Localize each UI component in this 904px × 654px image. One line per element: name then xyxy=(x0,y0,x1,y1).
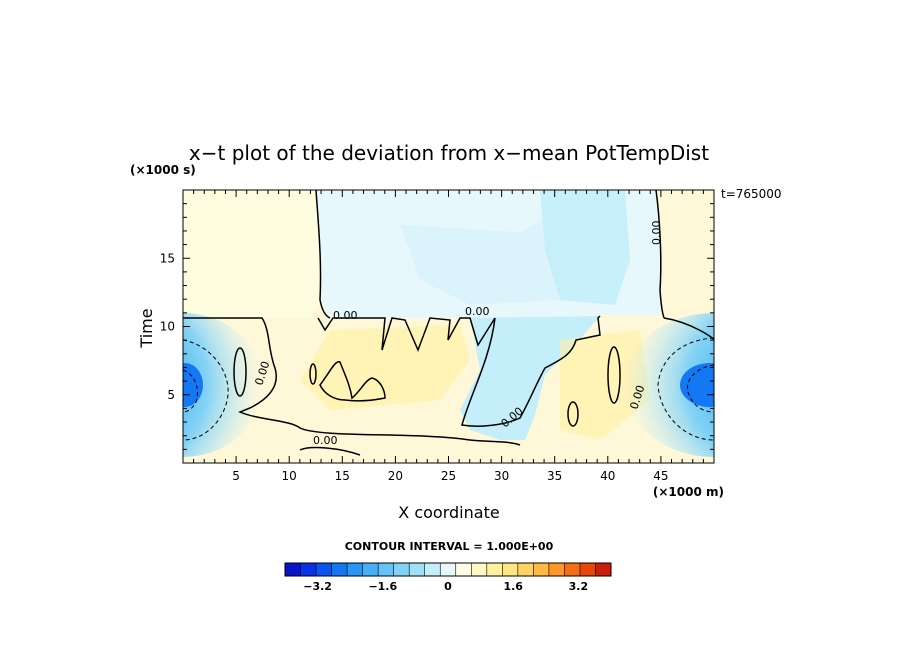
colorbar-frame xyxy=(284,562,612,577)
x-tick-label-30: 30 xyxy=(494,469,509,483)
colorbar-swatch-17 xyxy=(548,563,565,576)
plot-area: 0.00 0.00 0.00 0.00 0.00 0.00 0.00 xyxy=(183,190,714,463)
x-tick-label-20: 20 xyxy=(388,469,403,483)
colorbar-swatch-19 xyxy=(579,563,596,576)
colorbar-swatch-6 xyxy=(378,563,395,576)
contour-right-blob-small xyxy=(567,401,579,427)
x-unit-label: (×1000 m) xyxy=(653,485,724,499)
field-lower-yellow-right xyxy=(560,330,650,440)
colorbar-swatch-13 xyxy=(486,563,503,576)
x-axis: 5 10 15 20 25 30 35 40 45 xyxy=(193,190,704,483)
colorbar-swatch-4 xyxy=(347,563,364,576)
colorbar-swatch-18 xyxy=(564,563,581,576)
contour-dashed-left-outer xyxy=(183,339,229,441)
y-tick-label-5: 5 xyxy=(167,388,175,402)
colorbar-swatch-14 xyxy=(502,563,519,576)
time-stamp: t=765000 xyxy=(721,187,782,201)
x-axis-label: X coordinate xyxy=(398,503,499,522)
colorbar-swatch-10 xyxy=(440,563,457,576)
y-tick-label-15: 15 xyxy=(160,251,175,265)
field-upper-cyan-right xyxy=(540,190,630,305)
contour-jagged xyxy=(317,317,496,353)
y-unit-label: (×1000 s) xyxy=(130,163,196,177)
contour-label-1: 0.00 xyxy=(333,309,358,322)
colorbar-swatch-1 xyxy=(300,563,317,576)
contour-label-4: 0.00 xyxy=(650,221,663,246)
field-upper-cyan xyxy=(400,210,580,305)
contour-interval-text: CONTOUR INTERVAL = 1.000E+00 xyxy=(345,540,554,553)
contour-label-3: 0.00 xyxy=(313,434,338,447)
colorbar-swatch-11 xyxy=(455,563,472,576)
contour-dashed-left-inner xyxy=(183,369,198,413)
colorbar: −3.2 −1.6 0 1.6 3.2 xyxy=(284,562,612,593)
colorbar-swatch-7 xyxy=(393,563,410,576)
contour-blob-cluster xyxy=(319,361,386,402)
y-axis-label: Time xyxy=(137,308,156,348)
contour-upper-left xyxy=(315,190,331,319)
contour-upper-right xyxy=(655,190,665,319)
x-tick-label-10: 10 xyxy=(282,469,297,483)
colorbar-tick-label-1: −1.6 xyxy=(368,580,397,593)
colorbar-swatch-16 xyxy=(533,563,550,576)
colorbar-swatch-20 xyxy=(595,563,612,576)
contour-right-lobe xyxy=(663,317,714,341)
field-lower-yellow-patch xyxy=(300,325,470,410)
dashed-contours xyxy=(183,337,714,441)
contour-right-blob-tall xyxy=(607,346,621,404)
colorbar-swatch-12 xyxy=(471,563,488,576)
colorbar-tick-label-4: 3.2 xyxy=(569,580,589,593)
field-upper-left-yellow xyxy=(183,190,322,318)
colorbar-swatch-15 xyxy=(517,563,534,576)
x-tick-label-40: 40 xyxy=(600,469,615,483)
colorbar-tick-label-2: 0 xyxy=(444,580,452,593)
colorbar-tick-label-3: 1.6 xyxy=(503,580,523,593)
contour-left-blob xyxy=(233,347,247,397)
contour-blob-small xyxy=(309,363,317,385)
y-axis: 5 10 15 xyxy=(160,203,714,450)
colorbar-swatch-9 xyxy=(424,563,441,576)
contour-diagonal xyxy=(461,315,601,427)
field-blue-left xyxy=(183,313,263,457)
y-tick-label-10: 10 xyxy=(160,320,175,334)
x-tick-label-35: 35 xyxy=(547,469,562,483)
contour-dashed-right-inner xyxy=(686,364,714,413)
field-blue-right-core xyxy=(680,363,714,407)
contour-bottom-bump xyxy=(299,446,361,456)
x-tick-label-45: 45 xyxy=(653,469,668,483)
chart-title: x−t plot of the deviation from x−mean Po… xyxy=(189,141,709,165)
contour-label-2: 0.00 xyxy=(465,305,490,318)
colorbar-swatch-3 xyxy=(331,563,348,576)
colorbar-swatch-0 xyxy=(285,563,302,576)
colorbar-swatch-2 xyxy=(316,563,333,576)
colorbar-tick-label-0: −3.2 xyxy=(303,580,332,593)
colorbar-swatch-5 xyxy=(362,563,379,576)
colorbar-swatch-8 xyxy=(409,563,426,576)
x-tick-label-25: 25 xyxy=(441,469,456,483)
x-tick-label-15: 15 xyxy=(335,469,350,483)
field-blue-left-core xyxy=(183,363,203,407)
contour-mid-boundary xyxy=(183,317,521,446)
x-tick-label-5: 5 xyxy=(232,469,240,483)
field-blue-right xyxy=(624,313,714,457)
zero-contours xyxy=(183,190,714,456)
contour-dashed-right-outer xyxy=(657,337,714,441)
